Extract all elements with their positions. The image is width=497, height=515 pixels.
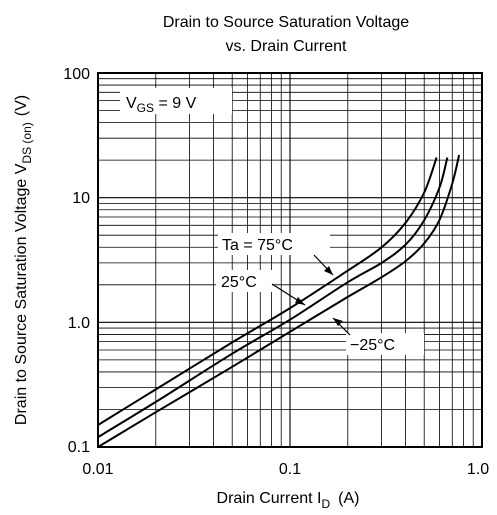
plot-curves [97, 154, 461, 448]
x-tick-label: 0.1 [279, 461, 301, 478]
y-tick-label: 10 [72, 190, 90, 207]
y-tick-label: 0.1 [68, 439, 90, 456]
series-label-minus25-arrow [333, 318, 343, 326]
series-label-minus25: −25°C [350, 337, 395, 354]
series-line-1 [97, 157, 449, 438]
series-label-75: Ta = 75°C [222, 237, 293, 254]
series-label-75-bg [218, 233, 330, 255]
y-tick-label: 100 [63, 66, 90, 83]
chart-title-line-1: Drain to Source Saturation Voltage [163, 14, 409, 31]
series-label-25-arrow [295, 297, 305, 305]
series-line-2 [97, 154, 461, 448]
x-tick-label: 1.0 [467, 461, 489, 478]
x-tick-label: 0.01 [82, 461, 113, 478]
series-line-0 [97, 157, 438, 426]
condition-label: VGS = 9 V [126, 95, 197, 115]
condition-label-bg [120, 88, 232, 114]
plot-frame [97, 72, 483, 448]
series-label-75-arrow [324, 266, 333, 275]
y-tick-label: 1.0 [68, 315, 90, 332]
series-label-25: 25°C [221, 274, 257, 291]
plot-grid [97, 73, 482, 448]
chart-title-line-2: vs. Drain Current [226, 38, 347, 55]
x-axis-label: Drain Current ID (A) [217, 490, 360, 511]
series-label-25-bg [216, 270, 272, 292]
y-axis-label: Drain to Source Saturation Voltage VDS (… [13, 95, 34, 425]
series-label-m25-bg [346, 333, 424, 355]
